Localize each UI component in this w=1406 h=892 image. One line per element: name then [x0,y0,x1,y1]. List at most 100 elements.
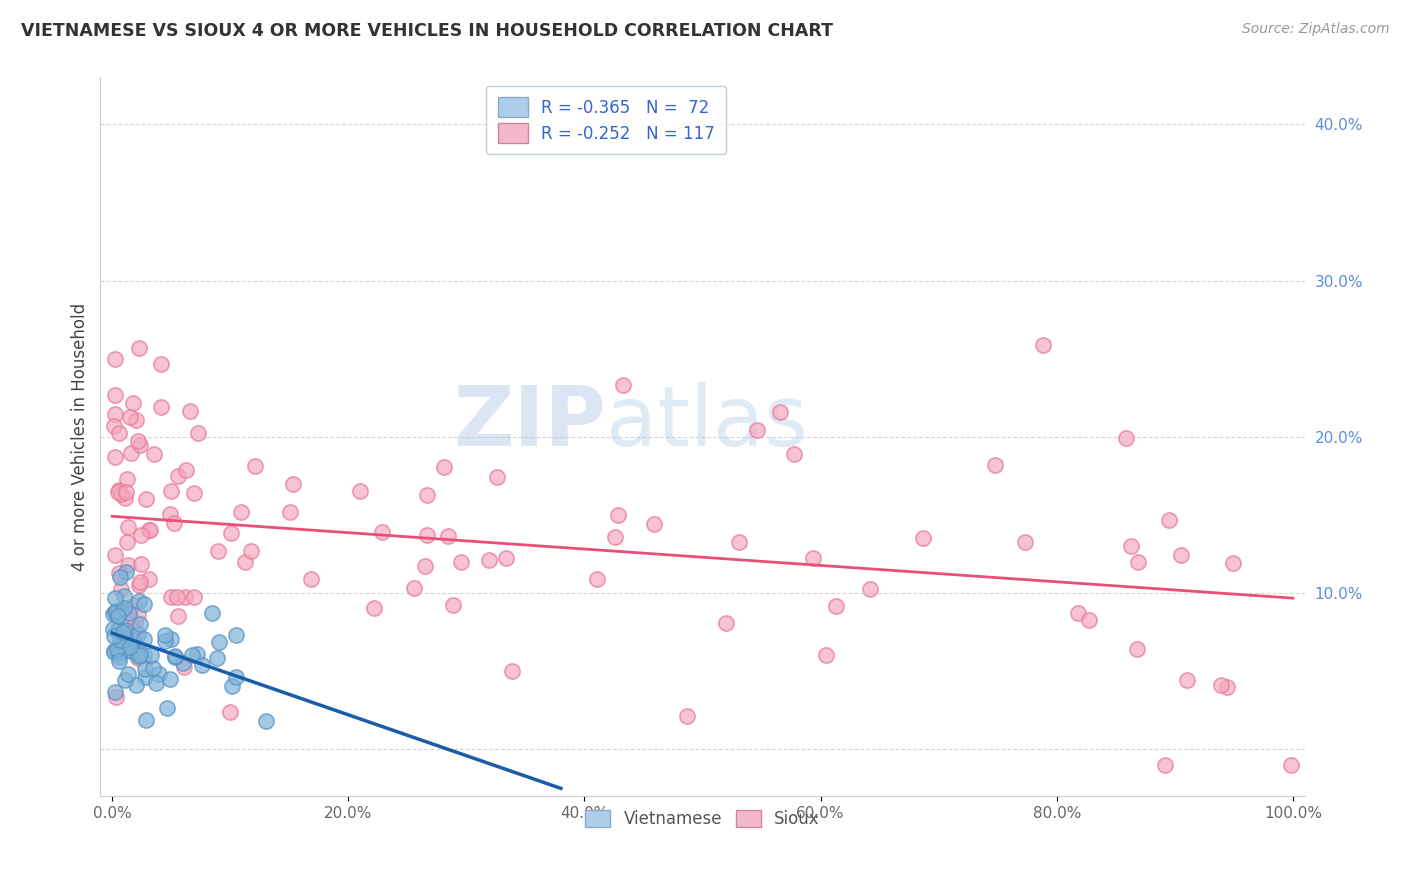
Point [478,553,501,567]
Point [225,628,247,642]
Point [149,400,172,414]
Point [121,636,143,650]
Point [121,645,143,659]
Point [108,570,131,584]
Point [107,604,129,618]
Point [138,523,160,537]
Point [221,679,243,693]
Point [183,485,205,500]
Point [173,660,195,674]
Point [153,633,176,648]
Point [107,608,129,623]
Point [118,640,141,655]
Point [117,643,139,657]
Point [283,476,305,491]
Point [984,458,1007,472]
Point [111,632,134,647]
Point [413,559,436,574]
Point [132,598,155,612]
Point [349,483,371,498]
Point [166,608,188,623]
Point [676,708,699,723]
Point [114,491,136,505]
Point [363,601,385,615]
Point [1078,613,1101,627]
Point [103,352,125,367]
Y-axis label: 4 or more Vehicles in Household: 4 or more Vehicles in Household [72,302,89,571]
Point [747,423,769,437]
Point [108,483,131,497]
Point [174,590,197,604]
Point [139,648,162,662]
Point [128,574,150,589]
Point [450,555,472,569]
Point [1170,548,1192,562]
Point [166,590,188,604]
Point [122,633,145,648]
Point [125,413,148,427]
Point [612,378,634,392]
Point [103,645,125,659]
Point [1067,606,1090,620]
Point [112,624,135,639]
Point [1175,673,1198,687]
Point [441,598,464,612]
Point [129,648,152,662]
Legend: Vietnamese, Sioux: Vietnamese, Sioux [579,803,827,835]
Point [219,526,242,541]
Point [114,624,136,638]
Point [163,516,186,530]
Point [1014,534,1036,549]
Point [191,658,214,673]
Point [1157,513,1180,527]
Point [207,544,229,558]
Point [607,508,630,522]
Point [103,419,125,434]
Point [149,357,172,371]
Point [1126,642,1149,657]
Point [108,425,131,440]
Point [1032,338,1054,352]
Point [105,642,128,657]
Point [128,616,150,631]
Point [134,670,156,684]
Point [801,551,824,566]
Point [107,622,129,636]
Point [115,484,138,499]
Point [1209,678,1232,692]
Point [120,445,142,459]
Point [127,607,149,622]
Point [134,648,156,662]
Point [486,470,509,484]
Point [174,463,197,477]
Point [107,646,129,660]
Point [127,434,149,449]
Point [105,690,128,704]
Point [124,615,146,629]
Point [108,622,131,636]
Point [112,589,135,603]
Point [859,582,882,596]
Point [728,535,751,549]
Point [181,648,204,662]
Point [153,628,176,642]
Point [103,622,125,636]
Point [495,550,517,565]
Point [118,410,141,425]
Point [107,566,129,580]
Point [108,650,131,665]
Point [714,615,737,630]
Point [145,676,167,690]
Point [108,654,131,668]
Point [117,558,139,573]
Point [129,528,152,542]
Point [110,487,132,501]
Point [122,598,145,612]
Point [912,531,935,545]
Point [129,558,152,572]
Point [404,581,426,595]
Point [183,591,205,605]
Point [103,644,125,658]
Point [108,632,131,647]
Point [121,396,143,410]
